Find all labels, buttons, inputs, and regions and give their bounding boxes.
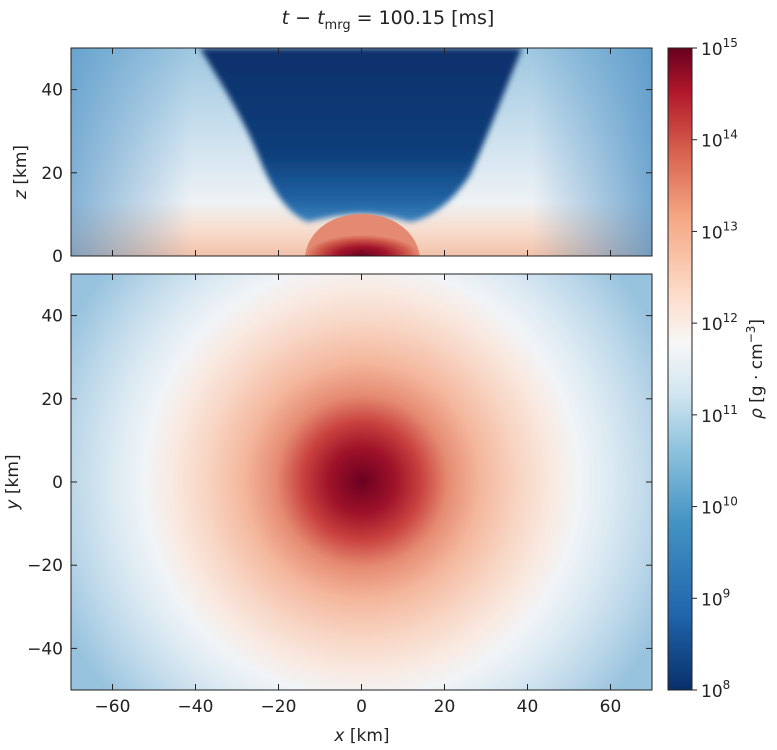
xy-ticks: −40 −20 0 20 40 −60 −40 −20 0 20 40 60 <box>27 274 652 717</box>
ytick-label: 0 <box>52 473 63 493</box>
colorbar-tick-label: 1014 <box>701 128 738 152</box>
colorbar-ticks: 108 109 1010 1011 1012 1013 1014 1015 <box>692 36 738 702</box>
xtick-label: 0 <box>356 697 367 717</box>
ytick-label: 20 <box>41 164 63 184</box>
colorbar <box>667 47 693 691</box>
ytick-label: 0 <box>52 247 63 267</box>
xtick-label: −20 <box>261 697 297 717</box>
colorbar-tick-label: 108 <box>701 678 730 702</box>
chart-title: t − tmrg = 100.15 [ms] <box>282 7 495 33</box>
xtick-label: −40 <box>178 697 214 717</box>
xtick-label: 40 <box>517 697 539 717</box>
ytick-label: −20 <box>27 556 63 576</box>
ytick-label: 20 <box>41 390 63 410</box>
xy-density-map <box>71 274 652 690</box>
xy-xlabel: x [km] <box>333 726 389 746</box>
colorbar-tick-label: 1012 <box>701 311 738 335</box>
xz-density-map <box>71 48 652 256</box>
colorbar-tick-label: 1013 <box>701 219 738 243</box>
ytick-label: −40 <box>27 639 63 659</box>
ytick-label: 40 <box>41 81 63 101</box>
xz-ticks: 0 20 40 <box>41 48 652 267</box>
xy-ylabel: y [km] <box>3 454 23 510</box>
xz-ylabel: z [km] <box>11 145 31 200</box>
colorbar-label: ρ [g · cm−3] <box>744 319 767 419</box>
colorbar-tick-label: 1011 <box>701 403 738 427</box>
xtick-label: 60 <box>600 697 622 717</box>
xtick-label: 20 <box>434 697 456 717</box>
colorbar-tick-label: 1010 <box>701 495 738 519</box>
ytick-label: 40 <box>41 307 63 327</box>
colorbar-tick-label: 109 <box>701 586 730 610</box>
xtick-label: −60 <box>95 697 131 717</box>
colorbar-tick-label: 1015 <box>701 36 738 60</box>
